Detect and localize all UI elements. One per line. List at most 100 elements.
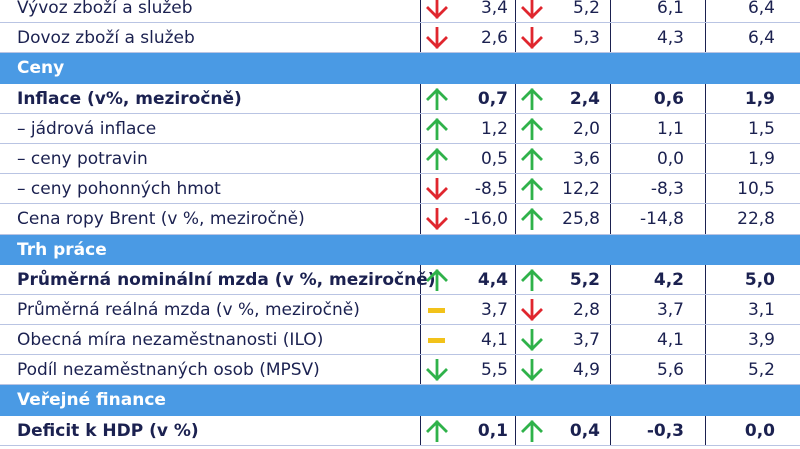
value-cell: 6,4 <box>747 28 775 49</box>
value-cell: -14,8 <box>640 209 684 230</box>
column-divider <box>610 204 611 234</box>
table-row: Deficit k HDP (v %) 0,1 0,4 -0,3 0,0 <box>0 415 800 446</box>
table-row: Cena ropy Brent (v %, meziročně) -16,0 25,… <box>0 204 800 235</box>
up-arrow-icon <box>520 419 544 442</box>
up-arrow-icon <box>425 268 449 291</box>
column-divider <box>420 174 421 204</box>
value-cell: 0,1 <box>477 420 508 441</box>
column-divider <box>420 23 421 53</box>
value-cell: 6,1 <box>656 0 684 18</box>
column-divider <box>420 294 421 325</box>
column-divider <box>610 264 611 294</box>
down-green-arrow-icon <box>520 359 544 382</box>
down-arrow-icon <box>425 0 449 19</box>
value-cell: 4,1 <box>480 330 508 351</box>
down-arrow-icon <box>520 298 544 321</box>
value-cell: 2,0 <box>572 118 600 139</box>
value-cell: 6,4 <box>747 0 775 18</box>
section-header: Trh práce <box>0 234 800 265</box>
column-divider <box>420 355 421 385</box>
value-cell: 4,1 <box>656 330 684 351</box>
value-cell: 5,0 <box>744 269 775 290</box>
column-divider <box>420 204 421 234</box>
column-divider <box>515 355 516 385</box>
column-divider <box>610 83 611 113</box>
column-divider <box>705 0 706 23</box>
row-label: Průměrná nominální mzda (v %, meziročně) <box>17 269 436 290</box>
column-divider <box>610 0 611 23</box>
value-cell: 3,9 <box>747 330 775 351</box>
column-divider <box>705 325 706 355</box>
row-label: – ceny pohonných hmot <box>17 179 221 200</box>
value-cell: 10,5 <box>737 179 775 200</box>
value-cell: 1,9 <box>747 148 775 169</box>
value-cell: 0,0 <box>744 420 775 441</box>
section-header: Veřejné finance <box>0 385 800 416</box>
section-label: Trh práce <box>17 239 107 260</box>
row-label: Cena ropy Brent (v %, meziročně) <box>17 209 305 230</box>
value-cell: 4,3 <box>656 28 684 49</box>
column-divider <box>610 143 611 174</box>
value-cell: 5,2 <box>569 269 600 290</box>
column-divider <box>420 143 421 174</box>
column-divider <box>515 294 516 325</box>
value-cell: 0,0 <box>656 148 684 169</box>
column-divider <box>610 113 611 143</box>
down-arrow-icon <box>425 178 449 201</box>
column-divider <box>515 415 516 445</box>
column-divider <box>610 325 611 355</box>
up-arrow-icon <box>520 147 544 170</box>
value-cell: 5,2 <box>572 0 600 18</box>
row-label: – jádrová inflace <box>17 118 157 139</box>
value-cell: 22,8 <box>737 209 775 230</box>
column-divider <box>705 264 706 294</box>
row-label: Inflace (v%, meziročně) <box>17 88 242 109</box>
column-divider <box>610 355 611 385</box>
value-cell: 1,2 <box>480 118 508 139</box>
column-divider <box>515 174 516 204</box>
column-divider <box>420 264 421 294</box>
column-divider <box>420 113 421 143</box>
column-divider <box>420 0 421 23</box>
column-divider <box>420 83 421 113</box>
column-divider <box>515 143 516 174</box>
column-divider <box>705 294 706 325</box>
value-cell: -16,0 <box>464 209 508 230</box>
column-divider <box>705 174 706 204</box>
down-green-arrow-icon <box>520 329 544 352</box>
column-divider <box>420 415 421 445</box>
value-cell: 2,4 <box>569 88 600 109</box>
up-arrow-icon <box>520 178 544 201</box>
row-label: Vývoz zboží a služeb <box>17 0 193 18</box>
table-row: – ceny potravin 0,5 3,6 0,0 1,9 <box>0 143 800 175</box>
column-divider <box>610 23 611 53</box>
down-arrow-icon <box>425 27 449 50</box>
value-cell: 5,5 <box>480 360 508 381</box>
value-cell: 5,6 <box>656 360 684 381</box>
value-cell: 3,4 <box>480 0 508 18</box>
value-cell: -8,3 <box>650 179 684 200</box>
value-cell: 0,4 <box>569 420 600 441</box>
row-label: Deficit k HDP (v %) <box>17 420 199 441</box>
column-divider <box>610 174 611 204</box>
column-divider <box>705 204 706 234</box>
up-arrow-icon <box>425 419 449 442</box>
down-green-arrow-icon <box>425 359 449 382</box>
value-cell: -8,5 <box>474 179 508 200</box>
column-divider <box>515 83 516 113</box>
row-label: – ceny potravin <box>17 148 148 169</box>
table-row: Dovoz zboží a služeb 2,6 5,3 4,3 6,4 <box>0 23 800 54</box>
table-row: Inflace (v%, meziročně) 0,7 2,4 0,6 1,9 <box>0 83 800 114</box>
down-arrow-icon <box>425 208 449 231</box>
value-cell: 3,7 <box>480 299 508 320</box>
value-cell: 3,6 <box>572 148 600 169</box>
up-arrow-icon <box>425 147 449 170</box>
table-row: Podíl nezaměstnaných osob (MPSV) 5,5 4,9 5,… <box>0 355 800 386</box>
column-divider <box>420 325 421 355</box>
row-label: Podíl nezaměstnaných osob (MPSV) <box>17 360 320 381</box>
value-cell: 4,2 <box>653 269 684 290</box>
value-cell: 3,1 <box>747 299 775 320</box>
column-divider <box>610 294 611 325</box>
row-label: Obecná míra nezaměstnanosti (ILO) <box>17 330 324 351</box>
